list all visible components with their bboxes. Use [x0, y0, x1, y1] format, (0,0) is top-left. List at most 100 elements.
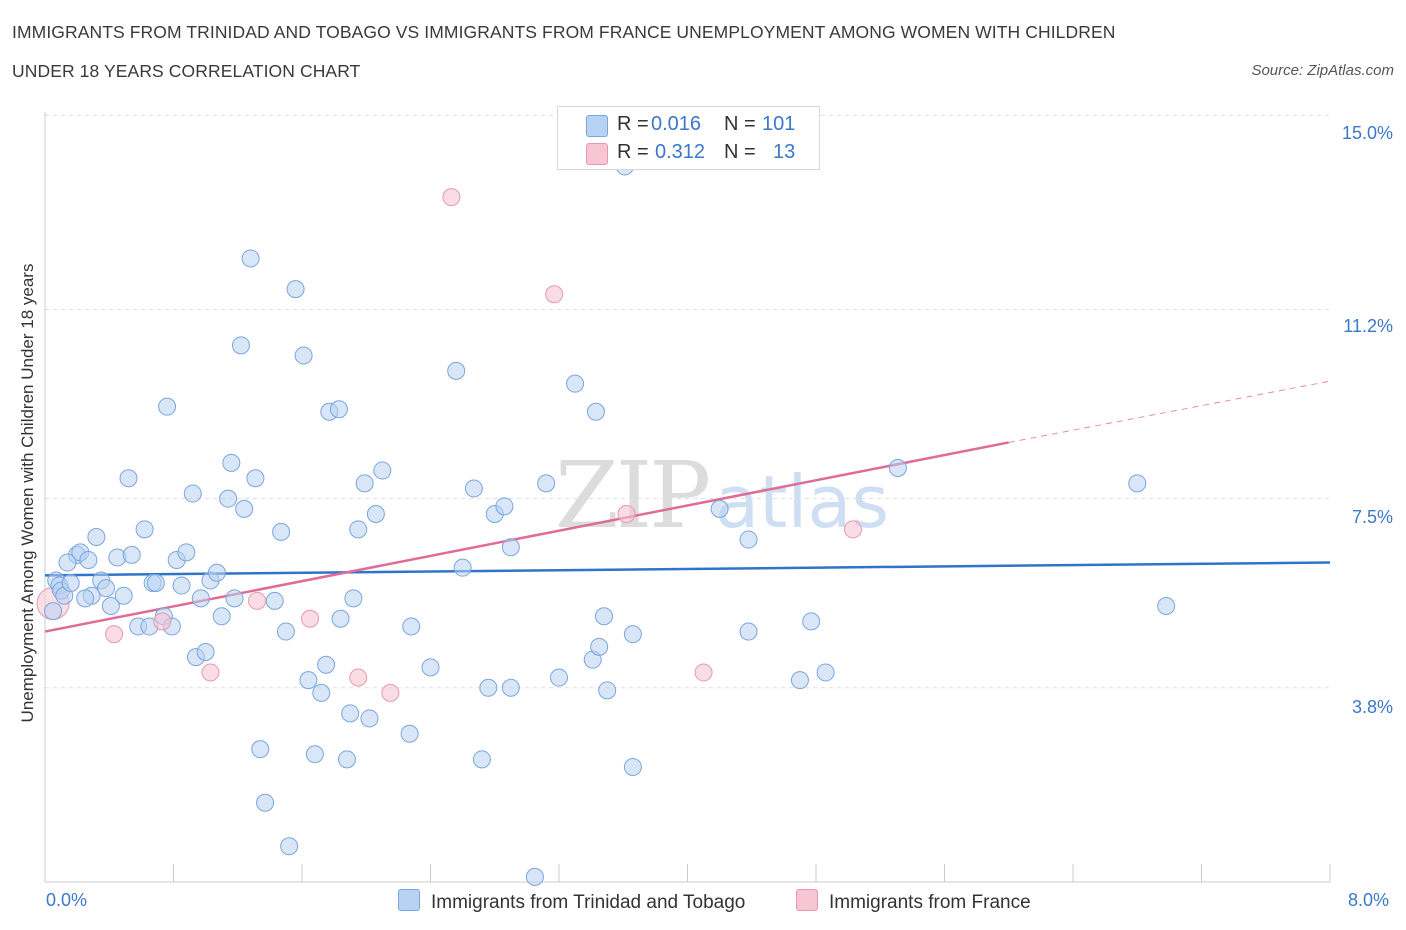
data-point-france [349, 668, 368, 687]
watermark-zip: ZIP [555, 442, 708, 549]
data-point-trinidad [135, 520, 154, 539]
pink-n-value: 13 [773, 141, 796, 163]
watermark-atlas: atlas [715, 460, 889, 544]
data-point-trinidad [816, 663, 835, 682]
data-point-trinidad [280, 837, 299, 856]
legend-swatch-blue [398, 889, 420, 911]
chart-title-line2: UNDER 18 YEARS CORRELATION CHART [12, 61, 361, 81]
data-point-trinidad [97, 579, 116, 598]
data-point-france [153, 612, 172, 631]
data-point-trinidad [501, 678, 520, 697]
data-point-trinidad [235, 499, 254, 518]
data-point-trinidad [272, 522, 291, 541]
data-point-trinidad [317, 655, 336, 674]
data-point-trinidad [594, 607, 613, 626]
data-point-trinidad [479, 678, 498, 697]
data-point-trinidad [256, 793, 275, 812]
data-point-trinidad [501, 538, 520, 557]
data-point-trinidad [349, 520, 368, 539]
data-point-trinidad [1157, 597, 1176, 615]
data-point-france [201, 663, 220, 682]
data-point-france [381, 683, 400, 702]
data-point-trinidad [207, 563, 226, 582]
n-label: N = [724, 113, 756, 135]
legend-item-france: Immigrants from France [796, 889, 1031, 914]
data-point-trinidad [305, 745, 324, 764]
data-point-trinidad [225, 589, 244, 608]
data-point-trinidad [710, 499, 729, 518]
data-points [36, 157, 1176, 886]
data-point-trinidad [360, 709, 379, 728]
data-point-trinidad [212, 607, 231, 626]
data-point-trinidad [373, 461, 392, 480]
data-point-trinidad [341, 704, 360, 723]
data-point-trinidad [453, 558, 472, 577]
data-point-trinidad [61, 574, 80, 592]
watermark: ZIP atlas [555, 442, 889, 549]
blue-n-value: 101 [762, 113, 796, 135]
data-point-trinidad [265, 591, 284, 610]
data-point-trinidad [464, 479, 483, 498]
trend-line-france-extrapolated [1008, 380, 1331, 443]
y-tick-label: 11.2% [1343, 316, 1393, 336]
data-point-trinidad [586, 402, 605, 421]
data-point-trinidad [802, 612, 821, 631]
data-point-trinidad [739, 622, 758, 641]
pink-r-value: 0.312 [655, 141, 706, 163]
x-tick-label: 0.0% [46, 890, 88, 910]
data-point-trinidad [537, 474, 556, 493]
data-point-trinidad [355, 474, 374, 493]
data-point-trinidad [623, 625, 642, 644]
data-point-trinidad [312, 683, 331, 702]
legend-swatch-pink [796, 889, 818, 911]
legend-row-blue: R = 0.016 N = 101 [558, 111, 819, 139]
data-point-trinidad [219, 489, 238, 508]
data-point-trinidad [119, 469, 138, 488]
data-point-france [301, 609, 320, 628]
data-point-trinidad [329, 400, 348, 419]
data-point-france [694, 663, 713, 682]
data-point-trinidad [177, 543, 196, 562]
legend-item-trinidad: Immigrants from Trinidad and Tobago [398, 889, 745, 914]
y-tick-label: 15.0% [1341, 123, 1393, 143]
x-tick-label: 8.0% [1348, 890, 1390, 910]
data-point-trinidad [246, 469, 265, 488]
data-point-trinidad [421, 658, 440, 677]
legend-row-pink: R = 0.312 N = 13 [558, 139, 819, 167]
data-point-trinidad [276, 622, 295, 641]
data-point-trinidad [623, 758, 642, 776]
data-point-trinidad [525, 867, 544, 886]
data-point-france [843, 520, 862, 539]
data-point-trinidad [1128, 474, 1147, 493]
r-label: R = [617, 113, 649, 135]
data-point-trinidad [550, 668, 568, 687]
data-point-france [545, 285, 564, 304]
data-point-trinidad [294, 346, 313, 365]
legend-swatch-pink [586, 143, 608, 165]
data-point-trinidad [299, 671, 318, 690]
data-point-trinidad [191, 589, 210, 608]
data-point-trinidad [183, 484, 202, 503]
data-point-trinidad [196, 643, 215, 661]
data-point-trinidad [101, 597, 120, 615]
data-point-trinidad [158, 397, 177, 416]
axes [44, 112, 1331, 883]
data-point-trinidad [331, 609, 350, 628]
data-point-trinidad [739, 530, 758, 549]
data-point-france [617, 505, 636, 523]
data-point-trinidad [231, 336, 250, 355]
data-point-trinidad [344, 589, 363, 608]
data-point-trinidad [566, 374, 585, 393]
legend-label-trinidad: Immigrants from Trinidad and Tobago [431, 892, 746, 913]
y-tick-label: 7.5% [1351, 507, 1393, 527]
data-point-trinidad [366, 505, 385, 523]
y-tick-label: 3.8% [1351, 697, 1393, 717]
data-point-trinidad [172, 576, 191, 595]
trend-line-trinidad [44, 561, 1331, 577]
chart-title-line1: IMMIGRANTS FROM TRINIDAD AND TOBAGO VS I… [12, 22, 1116, 42]
data-point-trinidad [241, 249, 260, 268]
data-point-trinidad [76, 589, 95, 608]
data-point-trinidad [598, 681, 617, 700]
data-point-trinidad [888, 459, 907, 477]
data-point-trinidad [402, 617, 421, 636]
